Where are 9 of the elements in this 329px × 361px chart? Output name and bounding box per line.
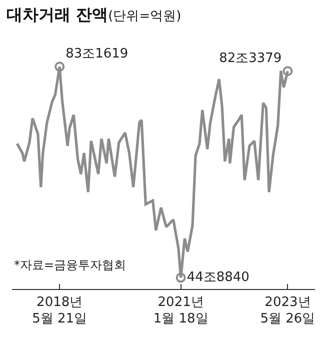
annotation: 44조8840: [186, 270, 250, 285]
x-tick-label: 2021년 1월 18일: [153, 294, 208, 327]
annotation: 82조3379: [219, 50, 282, 66]
chart-subtitle: (단위=억원): [108, 9, 182, 24]
annotation: 83조1619: [66, 46, 128, 62]
chart-title: 대차거래 잔액: [6, 5, 108, 24]
x-tick-label: 2018년 5월 21일: [32, 294, 88, 327]
x-tick-label: 2023년 5월 26일: [260, 294, 316, 327]
annotation: *자료=금융투자협회: [14, 258, 126, 272]
